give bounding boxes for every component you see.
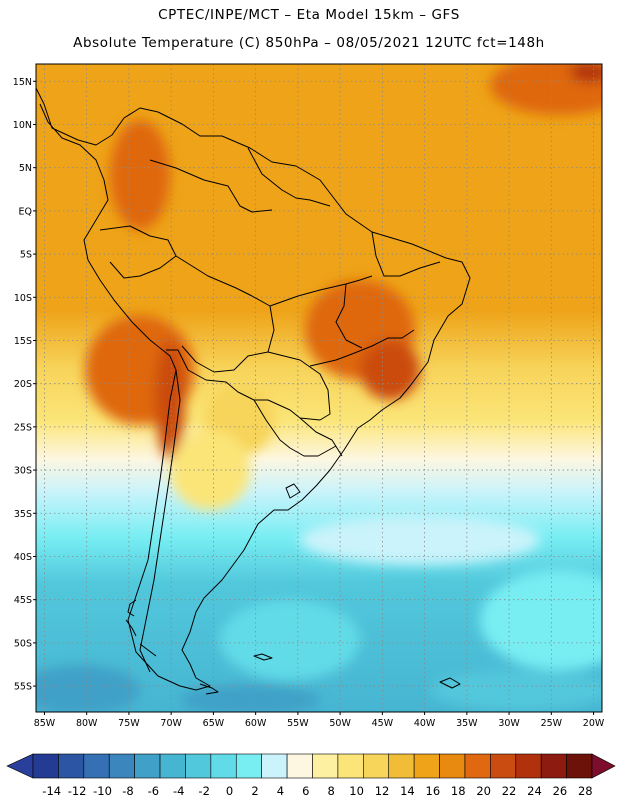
lat-tick-label: 5S [20, 250, 32, 261]
colorbar-under-arrow [6, 753, 34, 779]
colorbar-swatch [490, 753, 517, 779]
graticule [36, 64, 602, 712]
colorbar-label: -2 [198, 784, 209, 798]
lon-tick-label: 75W [118, 718, 140, 729]
colorbar: -14 -12 -10 -8 -6 -4 -2 0 2 4 6 8 10 12 14 16 18 20 22 24 26… [6, 753, 616, 798]
colorbar-label: -4 [173, 784, 184, 798]
colorbar-swatch [363, 753, 390, 779]
colorbar-swatch [58, 753, 85, 779]
temperature-field [36, 64, 602, 712]
colorbar-swatch [413, 753, 440, 779]
lon-tick-label: 55W [287, 718, 309, 729]
lat-tick-label: 50S [14, 638, 32, 649]
lat-tick-label: 15N [13, 77, 32, 88]
coastline-and-borders [35, 87, 471, 695]
lon-tick-label: 30W [498, 718, 520, 729]
latitude-labels: 15N 10N 5N EQ 5S 10S 15S 20S 25S 30S 35S 40S 45S 50S 5… [13, 77, 36, 693]
colorbar-swatch [312, 753, 339, 779]
colorbar-swatch [83, 753, 110, 779]
colorbar-label: 20 [476, 784, 491, 798]
lat-tick-label: 5N [19, 163, 32, 174]
colorbar-swatch [515, 753, 542, 779]
colorbar-label: 16 [426, 784, 441, 798]
lat-tick-label: EQ [19, 206, 32, 217]
lat-tick-label: 35S [14, 509, 32, 520]
colorbar-label: 18 [451, 784, 466, 798]
lat-tick-label: 15S [14, 336, 32, 347]
lat-tick-label: 10N [13, 120, 32, 131]
colorbar-label: 2 [251, 784, 258, 798]
lon-tick-label: 50W [329, 718, 351, 729]
lon-tick-label: 35W [456, 718, 478, 729]
chart-title-line-2: Absolute Temperature (C) 850hPa – 08/05/… [73, 35, 545, 51]
lat-tick-label: 30S [14, 466, 32, 477]
colorbar-swatch [210, 753, 237, 779]
lon-tick-label: 25W [541, 718, 563, 729]
colorbar-label: 10 [349, 784, 364, 798]
colorbar-swatch [337, 753, 364, 779]
colorbar-swatch [540, 753, 567, 779]
colorbar-label: -14 [42, 784, 61, 798]
lat-tick-label: 55S [14, 682, 32, 693]
lon-tick-label: 85W [34, 718, 56, 729]
colorbar-label: 4 [277, 784, 284, 798]
colorbar-label: 8 [328, 784, 335, 798]
colorbar-label: -8 [122, 784, 133, 798]
colorbar-label: 6 [302, 784, 309, 798]
colorbar-label: 28 [578, 784, 593, 798]
lon-tick-label: 40W [414, 718, 436, 729]
colorbar-swatch [235, 753, 262, 779]
colorbar-swatch [108, 753, 135, 779]
colorbar-swatch [286, 753, 313, 779]
lon-tick-label: 60W [245, 718, 267, 729]
map-frame [35, 63, 603, 713]
colorbar-swatch [388, 753, 415, 779]
colorbar-over-arrow [591, 753, 616, 779]
lon-tick-label: 70W [160, 718, 182, 729]
colorbar-swatch [439, 753, 466, 779]
lat-tick-label: 40S [14, 552, 32, 563]
lon-tick-label: 65W [203, 718, 225, 729]
lat-tick-label: 20S [14, 379, 32, 390]
colorbar-label: 0 [226, 784, 233, 798]
lon-tick-label: 80W [76, 718, 98, 729]
colorbar-label: 24 [527, 784, 542, 798]
colorbar-swatch [134, 753, 161, 779]
colorbar-label: 12 [375, 784, 390, 798]
colorbar-swatch [32, 753, 59, 779]
lat-tick-label: 25S [14, 422, 32, 433]
colorbar-label: -6 [148, 784, 159, 798]
colorbar-label: -12 [68, 784, 87, 798]
colorbar-label: 26 [553, 784, 568, 798]
colorbar-swatch [185, 753, 212, 779]
colorbar-swatch [464, 753, 491, 779]
colorbar-label: 22 [502, 784, 517, 798]
colorbar-swatch [261, 753, 288, 779]
chart-title-line-1: CPTEC/INPE/MCT – Eta Model 15km – GFS [158, 7, 460, 23]
colorbar-swatch [159, 753, 186, 779]
lat-tick-label: 45S [14, 595, 32, 606]
colorbar-label: 14 [400, 784, 415, 798]
lon-tick-label: 45W [372, 718, 394, 729]
colorbar-swatch [566, 753, 593, 779]
colorbar-label: -10 [93, 784, 112, 798]
lat-tick-label: 10S [14, 293, 32, 304]
lon-tick-label: 20W [583, 718, 605, 729]
longitude-labels: 85W 80W 75W 70W 65W 60W 55W 50W 45W 40W 35W 30W 25W 2… [34, 712, 605, 729]
